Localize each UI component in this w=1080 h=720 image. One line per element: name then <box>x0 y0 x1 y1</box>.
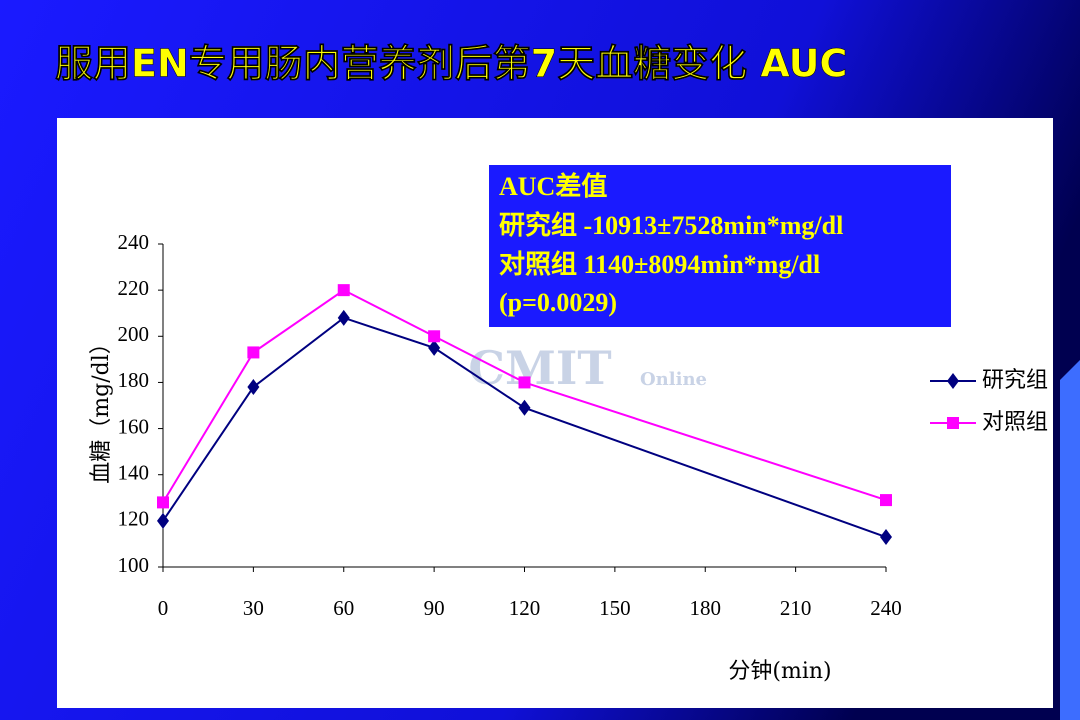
slide-title: 服用EN专用肠内营养剂后第7天血糖变化 AUC <box>55 42 847 86</box>
annotation-line: (p=0.0029) <box>499 288 617 317</box>
annotation-box <box>489 165 951 327</box>
x-tick-label: 150 <box>599 596 631 620</box>
data-point <box>337 284 350 297</box>
data-point <box>880 494 892 507</box>
x-tick-label: 0 <box>158 596 169 620</box>
y-tick-label: 240 <box>118 230 150 254</box>
x-tick-label: 120 <box>509 596 541 620</box>
watermark-sub: Online <box>640 369 707 390</box>
legend-label: 研究组 <box>982 368 1048 393</box>
x-tick-label: 180 <box>690 596 722 620</box>
y-tick-label: 180 <box>118 368 150 392</box>
annotation-line: 对照组 1140±8094min*mg/dl <box>499 249 820 279</box>
y-tick-label: 160 <box>118 414 150 438</box>
data-point <box>880 529 892 546</box>
y-tick-label: 220 <box>118 276 150 300</box>
data-point <box>247 379 260 396</box>
x-axis-label: 分钟(min) <box>728 659 831 684</box>
data-point <box>247 346 260 359</box>
legend-label: 对照组 <box>982 410 1048 435</box>
x-tick-label: 90 <box>424 596 445 620</box>
legend-marker <box>947 373 959 389</box>
annotation-line: AUC差值 <box>499 171 607 201</box>
y-tick-label: 200 <box>118 322 150 346</box>
y-tick-label: 120 <box>118 507 150 531</box>
data-point <box>428 339 441 356</box>
data-point <box>337 309 350 326</box>
legend-marker <box>947 417 959 429</box>
y-tick-label: 140 <box>118 461 150 485</box>
data-point <box>157 512 169 529</box>
y-tick-label: 100 <box>118 553 150 577</box>
data-point <box>518 399 531 416</box>
y-axis-label: 血糖（mg/dl） <box>89 332 114 483</box>
series-line <box>162 316 887 538</box>
x-tick-label: 240 <box>870 596 902 620</box>
x-tick-label: 210 <box>780 596 812 620</box>
data-point <box>518 376 531 389</box>
decoration <box>1060 360 1080 720</box>
x-tick-label: 60 <box>333 596 354 620</box>
data-point <box>157 496 169 509</box>
annotation-line: 研究组 -10913±7528min*mg/dl <box>499 210 843 240</box>
data-point <box>428 330 441 343</box>
x-tick-label: 30 <box>243 596 264 620</box>
series-line <box>162 288 887 503</box>
